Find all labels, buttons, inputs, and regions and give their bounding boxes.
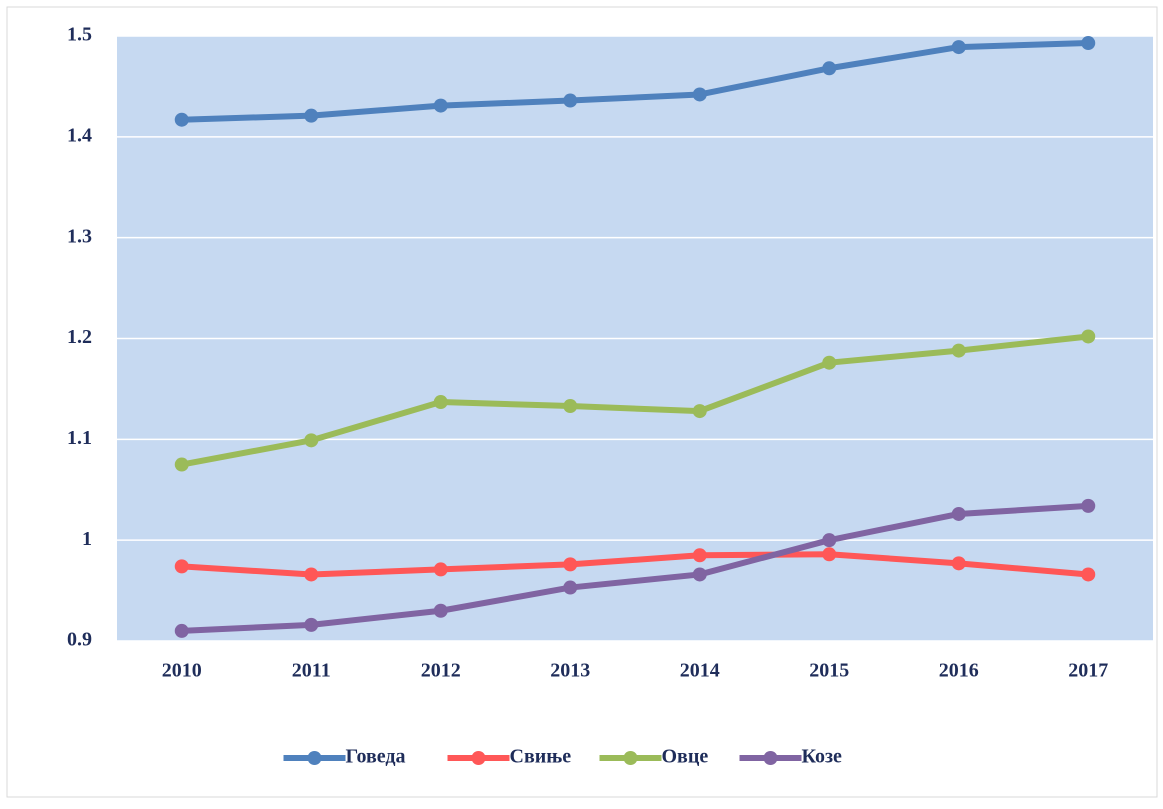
data-point [174,457,189,472]
data-point [692,87,707,102]
data-point [822,533,837,548]
x-tick-label: 2013 [550,660,590,682]
legend-label: Говеда [346,746,406,768]
data-point [1081,329,1096,344]
data-point [433,603,448,618]
data-point [692,404,707,419]
y-tick-label: 1.1 [67,427,92,449]
y-tick-label: 0.9 [67,629,92,651]
data-point [563,580,578,595]
legend-marker [307,751,322,765]
y-tick-label: 1 [82,528,92,550]
data-point [304,617,319,632]
data-point [304,567,319,582]
legend-label: Овце [662,746,709,768]
data-point [304,433,319,448]
data-point [951,556,966,571]
data-point [174,623,189,638]
x-tick-label: 2010 [162,660,202,682]
series-line [181,333,1089,468]
series-line [181,502,1089,634]
data-point [692,548,707,563]
data-point [822,355,837,370]
data-point [822,547,837,562]
x-tick-label: 2016 [939,660,979,682]
data-point [951,343,966,358]
y-tick-label: 1.5 [67,24,92,46]
x-tick-label: 2015 [809,660,849,682]
series-line [181,551,1089,578]
data-point [951,40,966,55]
legend-label: Свиње [510,746,572,768]
legend-marker [623,751,638,765]
data-point [174,112,189,127]
legend-label: Козе [802,746,843,768]
legend-marker [763,751,778,765]
x-tick-label: 2017 [1068,660,1108,682]
legend-marker [471,751,486,765]
y-tick-label: 1.2 [67,326,92,348]
data-point [563,93,578,108]
data-point [563,399,578,414]
data-point [563,557,578,572]
data-point [433,98,448,113]
y-tick-label: 1.4 [67,124,92,146]
data-point [1081,498,1096,513]
x-tick-label: 2011 [292,660,331,682]
data-point [1081,36,1096,51]
data-point [692,567,707,582]
series-line [181,40,1089,123]
x-tick-label: 2012 [421,660,461,682]
data-point [433,562,448,577]
y-tick-label: 1.3 [67,225,92,247]
data-point [304,108,319,123]
data-point [174,559,189,574]
data-point [1081,567,1096,582]
data-point [822,61,837,76]
x-tick-label: 2014 [680,660,720,682]
data-point [433,395,448,410]
data-point [951,506,966,521]
